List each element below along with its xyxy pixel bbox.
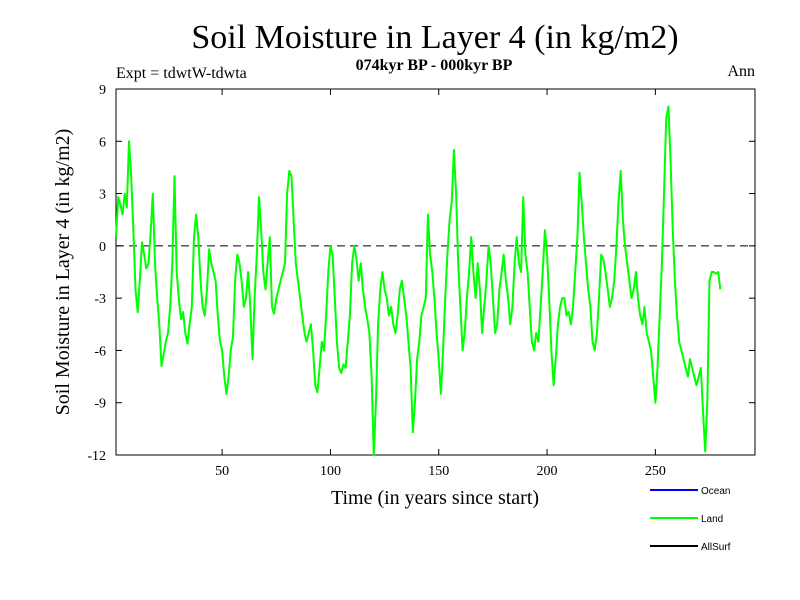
y-tick-label: 9 <box>99 83 106 98</box>
legend-label-land: Land <box>701 514 723 525</box>
series-line-land <box>115 105 722 456</box>
plot-frame <box>115 88 756 456</box>
x-tick-label: 150 <box>428 464 449 479</box>
y-tick-label: -12 <box>87 449 106 464</box>
x-tick-label: 100 <box>320 464 341 479</box>
y-tick-label: -6 <box>94 344 106 359</box>
y-tick-label: 0 <box>99 240 106 255</box>
x-tick-label: 250 <box>645 464 666 479</box>
chart-subtitle: 074kyr BP - 000kyr BP <box>356 57 513 74</box>
legend-label-ocean: Ocean <box>701 486 730 497</box>
x-axis: 50 100 150 200 250 <box>215 89 666 479</box>
x-axis-label: Time (in years since start) <box>331 487 539 509</box>
legend: Ocean Land AllSurf <box>650 486 731 553</box>
season-label: Ann <box>727 63 755 80</box>
y-tick-label: -3 <box>94 292 106 307</box>
y-axis: 9 6 3 0 -3 -6 -9 -12 <box>87 83 755 464</box>
experiment-label: Expt = tdwtW-tdwta <box>116 65 247 82</box>
legend-label-allsurf: AllSurf <box>701 542 731 553</box>
y-tick-label: 3 <box>99 188 106 203</box>
y-tick-label: -9 <box>94 397 106 412</box>
x-tick-label: 200 <box>537 464 558 479</box>
y-tick-label: 6 <box>99 135 106 150</box>
y-axis-label: Soil Moisture in Layer 4 (in kg/m2) <box>52 129 74 416</box>
chart-title: Soil Moisture in Layer 4 (in kg/m2) <box>191 19 678 56</box>
x-tick-label: 50 <box>215 464 229 479</box>
